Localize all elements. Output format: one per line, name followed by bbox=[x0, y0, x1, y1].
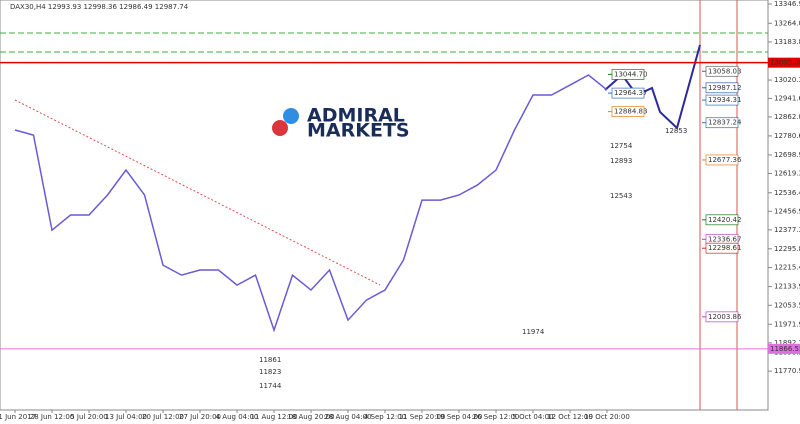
annotation: 12853 bbox=[665, 127, 687, 135]
x-tick-label: 28 Jun 12:00 bbox=[30, 413, 74, 421]
x-tick-label: 19 Sep 04:00 bbox=[436, 413, 483, 421]
level-label: 11866.55 bbox=[770, 345, 800, 353]
x-tick-label: 21 Jun 2017 bbox=[0, 413, 36, 421]
annotation: 11823 bbox=[259, 368, 281, 376]
level-box bbox=[705, 214, 739, 226]
level-box bbox=[768, 57, 800, 68]
level-label: 13095.00 bbox=[770, 59, 800, 67]
annotation: 12543 bbox=[610, 192, 632, 200]
x-tick-label: 11 Sep 20:00 bbox=[399, 413, 446, 421]
level-label: 12298.61 bbox=[708, 244, 741, 252]
logo-dot bbox=[272, 120, 288, 136]
level-box bbox=[611, 87, 645, 99]
y-tick-label: 12862.00 bbox=[774, 113, 800, 121]
x-tick-label: 11 Aug 12:00 bbox=[250, 413, 297, 421]
x-tick-label: 20 Jul 12:00 bbox=[142, 413, 184, 421]
y-tick-label: 12456.90 bbox=[774, 207, 800, 215]
level-label: 12003.86 bbox=[708, 313, 742, 321]
level-box bbox=[705, 242, 739, 254]
level-label: 12964.37 bbox=[614, 89, 647, 97]
x-tick-label: 19 Oct 20:00 bbox=[584, 413, 630, 421]
y-tick-label: 12780.60 bbox=[774, 132, 800, 140]
y-tick-label: 12377.30 bbox=[774, 226, 800, 234]
y-tick-label: 12133.90 bbox=[774, 283, 800, 291]
level-label: 13058.03 bbox=[708, 67, 741, 75]
y-tick-label: 12536.40 bbox=[774, 189, 800, 197]
level-box bbox=[611, 69, 645, 80]
level-box bbox=[768, 343, 800, 354]
y-tick-label: 11892.30 bbox=[774, 339, 800, 347]
level-label: 12837.24 bbox=[708, 119, 742, 127]
y-tick-label: 12698.90 bbox=[774, 151, 800, 159]
x-tick-label: 4 Aug 04:00 bbox=[216, 413, 259, 421]
trend-line bbox=[14, 99, 381, 286]
level-label: 12987.12 bbox=[708, 84, 741, 92]
logo-dot bbox=[283, 108, 299, 124]
annotation: 11974 bbox=[522, 328, 545, 336]
y-tick-label: 12295.80 bbox=[774, 245, 800, 253]
y-tick-label: 11971.90 bbox=[774, 320, 800, 328]
logo-text: ADMIRAL bbox=[307, 105, 405, 127]
y-tick-label: 12941.60 bbox=[774, 94, 800, 102]
x-tick-label: 27 Jul 20:00 bbox=[179, 413, 221, 421]
level-box bbox=[705, 94, 739, 106]
x-tick-label: 13 Jul 04:00 bbox=[105, 413, 147, 421]
chart-subtitle: DAX30,H4 12993.93 12998.36 12986.49 1298… bbox=[10, 3, 189, 11]
level-box bbox=[705, 65, 739, 77]
annotation: 12893 bbox=[610, 157, 632, 165]
level-label: 12420.42 bbox=[708, 216, 741, 224]
level-label: 12934.31 bbox=[708, 96, 741, 104]
y-tick-label: 13346.90 bbox=[774, 0, 800, 8]
annotation: 12754 bbox=[610, 142, 633, 150]
annotation: 11744 bbox=[259, 382, 282, 390]
y-tick-label: 13020.30 bbox=[774, 76, 800, 84]
annotation: 11861 bbox=[259, 356, 281, 364]
x-tick-label: 26 Sep 12:00 bbox=[473, 413, 520, 421]
y-tick-label: 12619.30 bbox=[774, 169, 800, 177]
level-box bbox=[611, 106, 645, 117]
x-tick-label: 28 Aug 04:00 bbox=[324, 413, 371, 421]
x-tick-label: 12 Oct 12:00 bbox=[547, 413, 593, 421]
level-label: 12336.67 bbox=[708, 235, 741, 243]
y-tick-label: 11770.90 bbox=[774, 367, 800, 375]
level-label: 12884.83 bbox=[614, 108, 647, 116]
plot-frame bbox=[0, 0, 769, 411]
level-label: 12677.36 bbox=[708, 156, 742, 164]
level-box bbox=[705, 154, 739, 166]
level-box bbox=[705, 117, 739, 129]
x-tick-label: 4 Sep 12:00 bbox=[364, 413, 406, 421]
y-tick-label: 12215.40 bbox=[774, 264, 800, 272]
y-tick-label: 12053.50 bbox=[774, 301, 800, 309]
x-tick-label: 5 Jul 20:00 bbox=[70, 413, 108, 421]
price-line bbox=[14, 74, 608, 333]
level-box bbox=[705, 311, 739, 323]
level-label: 13044.70 bbox=[614, 70, 647, 78]
x-tick-label: 18 Aug 20:00 bbox=[287, 413, 334, 421]
y-tick-label: 13264.00 bbox=[774, 19, 800, 27]
logo-text: MARKETS bbox=[307, 120, 410, 142]
level-box bbox=[705, 82, 739, 94]
x-tick-label: 5 Oct 04:00 bbox=[512, 413, 553, 421]
y-tick-label: 13183.80 bbox=[774, 38, 800, 46]
